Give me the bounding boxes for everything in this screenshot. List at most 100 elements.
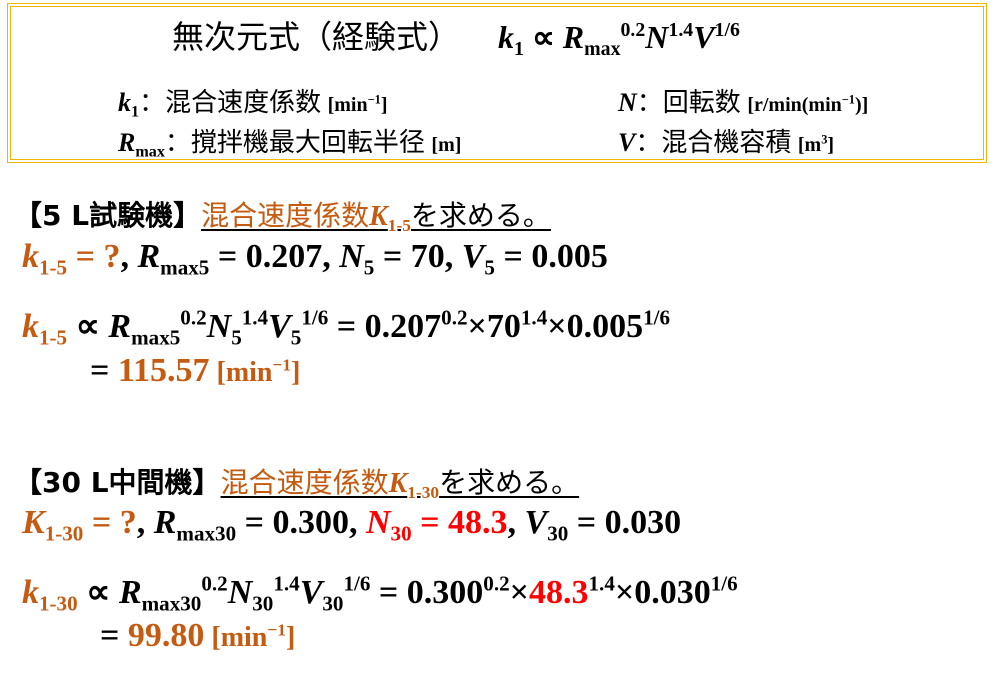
sym-r: R [108,308,132,345]
sym: N [618,88,637,117]
section2-given: K1-30 = ?, Rmax30 = 0.300, N30 = 48.3, V… [22,504,682,546]
unit-text: [m [797,134,822,156]
formula-box [7,3,987,163]
sub: max5 [160,255,210,280]
section1-given: k1-5 = ?, Rmax5 = 0.207, N5 = 70, V5 = 0… [22,238,608,280]
sym-r: R [153,504,177,541]
sym-k: k [22,574,39,611]
unit-exp: 3 [821,132,828,147]
equals: = [100,617,128,654]
prop-sign: ∝ [531,19,555,55]
sym-r: R [118,574,142,611]
unknown: = ? [83,504,137,541]
section2-heading: 【30 L中間機】 [14,466,221,499]
section1-heading-line: 【5 L試験機】混合速度係数K1-5を求める。 [14,194,551,234]
sym: V [618,128,636,157]
sub: 5 [290,325,302,350]
sub: max30 [176,521,237,546]
exp: 1/6 [301,305,329,330]
sym-v: V [268,308,291,345]
result-unit: [min−1] [209,355,301,388]
value: ×0.030 [614,574,711,611]
v-value: = 0.030 [568,504,682,541]
sym-v: V [299,574,323,611]
sym: k [118,88,131,117]
sub: 1-5 [387,216,411,236]
times: × [509,574,530,611]
sub: max [584,37,621,60]
exp: 0.2 [180,305,207,330]
sub: 5 [231,325,242,350]
sub: 1 [131,103,140,121]
unit: [r/min(min−1)] [747,93,868,116]
section1-calc: k1-5 ∝ Rmax50.2N51.4V51/6 = 0.2070.2×701… [22,305,671,350]
exp: 1.4 [273,571,300,596]
exp: 1/6 [343,571,371,596]
sym-n: N [227,574,253,611]
prop-sign: ∝ [67,308,109,345]
sym-n: N [365,504,391,541]
exp: 1/6 [643,305,671,330]
prop-sign: ∝ [77,574,119,611]
sym-k: k [22,238,39,275]
sep: , [507,504,525,541]
label: 回転数 [662,88,741,118]
def-rmax: Rmax：撹拌機最大回転半径 [m] [118,122,462,161]
sym: R [118,128,136,157]
unit-text: [r/min(min [747,94,842,116]
unit: [m] [431,134,462,156]
v-value: = 0.005 [494,238,608,275]
sub: 30 [322,591,344,616]
unit-exp: −1 [267,620,286,640]
unit: [min−1] [328,93,388,116]
sub: 30 [252,591,274,616]
def-n: N：回転数 [r/min(min−1)] [618,82,868,119]
label: 混合機容積 [661,128,792,158]
task-suffix: を求める。 [410,199,551,232]
value: = 0.300 [370,574,484,611]
sym-k: k [498,19,515,55]
r-value: = 0.300, [236,504,366,541]
sub: max30 [141,591,202,616]
sub: 1 [514,37,524,60]
sub: 5 [363,255,375,280]
task-text: 混合速度係数 [220,466,389,499]
sym-v: V [461,238,485,275]
sub: max [135,143,165,161]
exp: 1.4 [241,305,269,330]
value: = 0.207 [328,308,442,345]
n-value: = 48.3 [411,504,508,541]
result-unit: [min−1] [204,620,296,653]
colon: ： [635,128,662,158]
colon: ： [139,88,166,118]
result-value: 99.80 [127,617,205,654]
unit-exp: −1 [272,355,292,375]
exp: 1.4 [668,19,694,42]
n-value: = 70, [374,238,462,275]
unit-end: ] [291,357,301,388]
n-value: 48.3 [529,574,589,611]
task-text: 混合速度係数 [201,199,370,232]
sym-k: K [22,504,45,541]
section2-task: 混合速度係数K1-30を求める。 [220,466,580,503]
sub: 1-5 [39,255,68,280]
section2-calc: k1-30 ∝ Rmax300.2N301.4V301/6 = 0.3000.2… [22,571,738,616]
sym-v: V [524,504,548,541]
sym-n: N [645,19,669,55]
sub: 1-30 [407,483,440,503]
exp: 1.4 [520,305,548,330]
sub: 1-30 [44,521,84,546]
section2-result: = 99.80 [min−1] [100,617,295,655]
unit-text: [min [209,357,273,388]
exp: 1.4 [588,571,615,596]
sub: 1-5 [39,325,68,350]
unit-end: ] [285,622,296,653]
sep: , [120,238,138,275]
colon: ： [636,88,663,118]
unit: [m3] [797,132,834,156]
exp: 1/6 [714,19,740,42]
label: 撹拌機最大回転半径 [190,128,425,158]
label: 混合速度係数 [165,88,322,118]
main-formula: k1 ∝ Rmax0.2N1.4V1/6 [498,19,740,59]
exp: 0.2 [483,571,510,596]
